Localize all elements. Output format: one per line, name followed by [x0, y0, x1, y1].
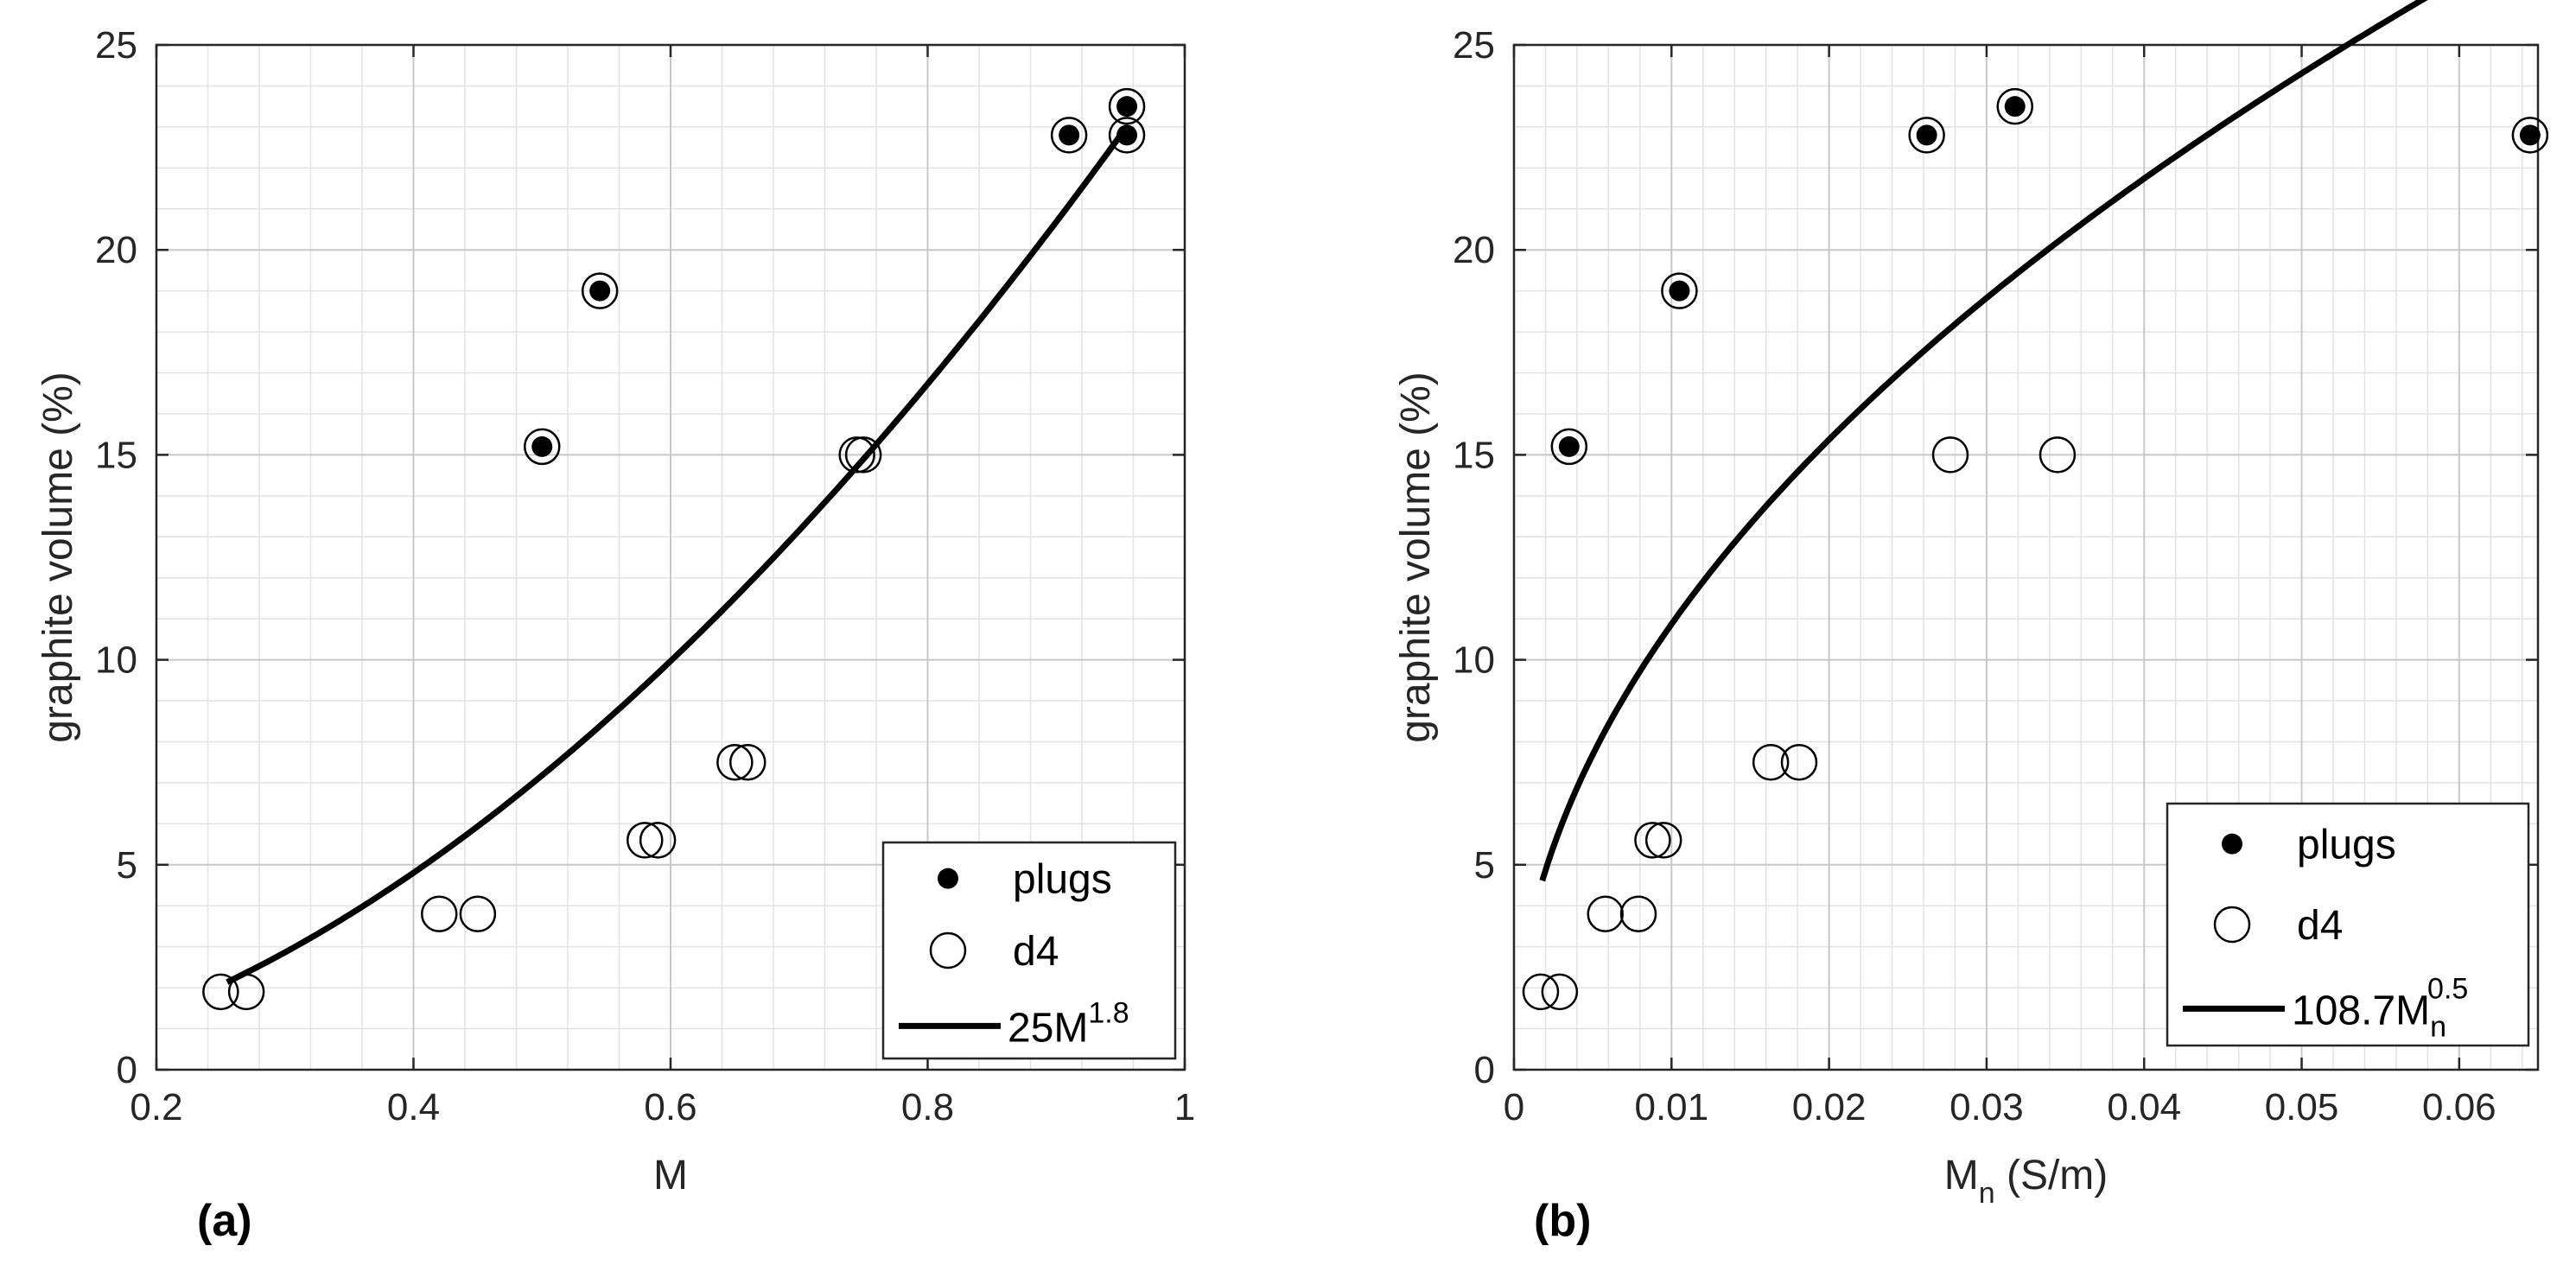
d4-point: [838, 436, 875, 474]
legend-d4-label: d4: [2297, 903, 2343, 949]
x-tick-label: 0.05: [2265, 1086, 2339, 1128]
legend-plugs-marker: [2222, 833, 2242, 855]
d4-point: [2511, 117, 2549, 154]
d4-point: [1996, 87, 2033, 125]
legend-plugs-label: plugs: [2297, 823, 2396, 868]
y-tick-label: 20: [1453, 229, 1495, 271]
d4-point: [639, 822, 677, 859]
d4-point: [1752, 743, 1790, 781]
d4-point: [716, 743, 754, 781]
y-tick-label: 0: [117, 1049, 137, 1091]
d4-point: [1908, 117, 1945, 154]
y-tick-label: 25: [95, 24, 137, 67]
d4-point: [1661, 272, 1698, 309]
d4-point: [1541, 973, 1579, 1011]
d4-point: [1550, 428, 1588, 466]
fit-curve: [226, 124, 1129, 985]
axes-box: [1512, 43, 2540, 1071]
y-tick-label: 0: [1474, 1049, 1495, 1091]
y-tick-label: 25: [1453, 24, 1495, 67]
legend-d4-marker: [2213, 906, 2251, 944]
d4-point: [1050, 117, 1088, 154]
x-axis-label: M: [653, 1153, 688, 1198]
d4-point: [729, 743, 766, 781]
y-tick-label: 10: [1453, 639, 1495, 682]
legend: plugs d4 25M1.8: [881, 841, 1177, 1060]
x-tick-label: 0.02: [1792, 1086, 1867, 1128]
x-tick-label: 0.8: [901, 1086, 954, 1128]
x-tick-label: 0.01: [1634, 1086, 1708, 1128]
d4-point: [1587, 895, 1624, 932]
d4-point: [1108, 117, 1146, 154]
x-tick-label: 0.06: [2422, 1086, 2496, 1128]
y-tick-label: 10: [95, 639, 137, 682]
legend-box: [881, 841, 1177, 1060]
plugs-point: [1116, 96, 1138, 118]
x-tick-label: 1: [1174, 1086, 1195, 1128]
x-tick-label: 0.03: [1949, 1086, 2024, 1128]
legend-d4-label: d4: [1013, 929, 1059, 975]
plugs-point: [1116, 124, 1138, 146]
d4-point: [1780, 743, 1818, 781]
d4-point: [1931, 436, 1969, 474]
y-axis-label: graphite volume (%): [1393, 372, 1439, 743]
legend-fit-label: 108.7Mn0.5: [2292, 972, 2468, 1043]
panel-label: (a): [197, 1196, 252, 1246]
d4-point: [1644, 822, 1682, 859]
x-axis-label: Mn (S/m): [1944, 1153, 2109, 1210]
x-tick-label: 0.4: [387, 1086, 440, 1128]
d4-point: [1634, 822, 1671, 859]
plugs-point: [589, 280, 611, 302]
d4-point: [2039, 436, 2077, 474]
d4-point: [227, 973, 265, 1011]
legend-plugs-marker: [938, 868, 958, 889]
legend: plugs d4 108.7Mn0.5: [2166, 802, 2530, 1047]
legend-d4-marker: [929, 931, 967, 969]
plugs-point: [2519, 124, 2541, 146]
y-tick-label: 15: [1453, 434, 1495, 476]
d4-point: [421, 895, 458, 932]
grid: [1513, 44, 2538, 1071]
d4-point: [844, 436, 882, 474]
chart-panel-b: 0 0.01 0.02 0.03 0.04 0.05 0.06 0 5 10 15 20 25 Mn (S…: [1393, 0, 2549, 1246]
plugs-point: [1059, 124, 1080, 146]
plugs-point: [531, 435, 553, 457]
y-axis-label: graphite volume (%): [35, 372, 81, 743]
plugs-point: [2004, 96, 2026, 118]
plugs-point: [1916, 124, 1937, 146]
d4-point: [1522, 973, 1560, 1011]
panel-label: (b): [1534, 1196, 1591, 1246]
d4-point: [581, 272, 619, 309]
d4-point: [459, 895, 497, 932]
x-tick-label: 0.04: [2107, 1086, 2181, 1128]
d4-point: [202, 973, 239, 1011]
plugs-point: [1558, 435, 1580, 457]
fit-curve: [1539, 0, 2428, 882]
d4-point: [1619, 895, 1657, 932]
y-tick-label: 5: [1474, 844, 1495, 887]
x-tick-label: 0.2: [130, 1086, 182, 1128]
y-tick-label: 15: [95, 434, 137, 476]
d4-point: [1108, 87, 1146, 125]
y-tick-label: 20: [95, 229, 137, 271]
d4-point: [627, 822, 664, 859]
plugs-point: [1669, 280, 1690, 302]
y-tick-label: 5: [117, 844, 137, 887]
x-tick-label: 0: [1504, 1086, 1524, 1128]
legend-fit-label: 25M1.8: [1008, 996, 1129, 1051]
legend-plugs-label: plugs: [1013, 857, 1112, 903]
x-tick-label: 0.6: [644, 1086, 696, 1128]
d4-point: [524, 428, 561, 466]
